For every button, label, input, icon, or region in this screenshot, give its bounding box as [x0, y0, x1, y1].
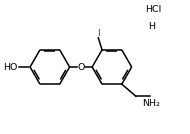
Text: O: O — [77, 62, 85, 72]
Text: H: H — [149, 22, 156, 31]
Text: HO: HO — [3, 62, 18, 72]
Text: HCl: HCl — [145, 5, 161, 14]
Text: NH₂: NH₂ — [142, 99, 160, 108]
Text: I: I — [97, 29, 100, 38]
